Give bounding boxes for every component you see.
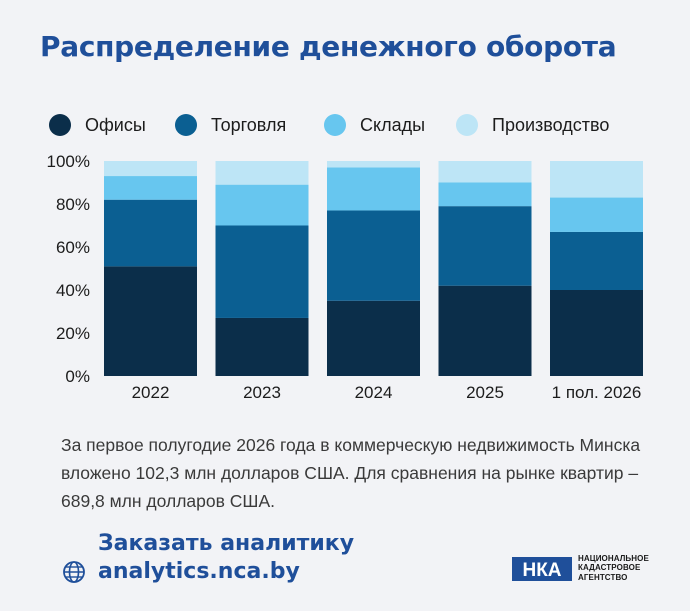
logo-line: НАЦИОНАЛЬНОЕ bbox=[578, 553, 649, 563]
x-tick-label: 1 пол. 2026 bbox=[552, 383, 642, 402]
nca-logo: НКА НАЦИОНАЛЬНОЕ КАДАСТРОВОЕ АГЕНТСТВО bbox=[512, 553, 649, 583]
bar-segment bbox=[438, 206, 532, 286]
logo-mark-text: НКА bbox=[522, 560, 561, 581]
chart-title: Распределение денежного оборота bbox=[40, 30, 617, 63]
y-axis: 0% 20% 40% 60% 80% 100% bbox=[47, 152, 90, 386]
bar-segment bbox=[327, 210, 420, 301]
bar-segment bbox=[215, 225, 309, 318]
cta-heading[interactable]: Заказать аналитику bbox=[98, 531, 355, 556]
globe-icon bbox=[63, 561, 85, 583]
x-tick-label: 2023 bbox=[243, 383, 281, 402]
description-text: За первое полугодие 2026 года в коммерче… bbox=[61, 435, 641, 511]
bar-segment bbox=[215, 317, 309, 376]
x-tick-label: 2025 bbox=[466, 383, 504, 402]
bar-segment bbox=[550, 290, 643, 376]
order-analytics-cta[interactable]: Заказать аналитику analytics.nca.by bbox=[62, 530, 354, 586]
bar-segment bbox=[550, 161, 643, 198]
logo-line: АГЕНТСТВО bbox=[578, 572, 628, 582]
y-tick-label: 0% bbox=[65, 367, 90, 386]
y-tick-label: 60% bbox=[56, 238, 90, 257]
bar-segment bbox=[327, 161, 420, 168]
x-axis: 2022 2023 2024 2025 1 пол. 2026 bbox=[132, 383, 642, 402]
nca-logo-mark: НКА bbox=[512, 557, 572, 581]
y-tick-label: 100% bbox=[47, 152, 90, 171]
x-tick-label: 2024 bbox=[355, 383, 393, 402]
bar-segment bbox=[104, 161, 197, 177]
bars-group bbox=[104, 161, 643, 376]
y-tick-label: 80% bbox=[56, 195, 90, 214]
bar-segment bbox=[104, 176, 197, 200]
bar-segment bbox=[104, 199, 197, 267]
bar-segment bbox=[438, 285, 532, 376]
bar-segment bbox=[215, 161, 309, 185]
bar-segment bbox=[104, 266, 197, 376]
bar-segment bbox=[550, 231, 643, 290]
bar-segment bbox=[438, 182, 532, 207]
logo-caption: НАЦИОНАЛЬНОЕ КАДАСТРОВОЕ АГЕНТСТВО bbox=[578, 554, 649, 583]
analytics-link[interactable]: analytics.nca.by bbox=[98, 559, 300, 584]
x-tick-label: 2022 bbox=[132, 383, 170, 402]
logo-line: КАДАСТРОВОЕ bbox=[578, 563, 641, 573]
y-tick-label: 40% bbox=[56, 281, 90, 300]
y-tick-label: 20% bbox=[56, 324, 90, 343]
bar-segment bbox=[327, 167, 420, 211]
bar-segment bbox=[215, 184, 309, 226]
bar-segment bbox=[550, 197, 643, 232]
bar-segment bbox=[438, 161, 532, 183]
stacked-bar-chart: 0% 20% 40% 60% 80% 100% 2022 2023 2024 2025 1 пол… bbox=[47, 152, 643, 402]
bar-segment bbox=[327, 300, 420, 376]
